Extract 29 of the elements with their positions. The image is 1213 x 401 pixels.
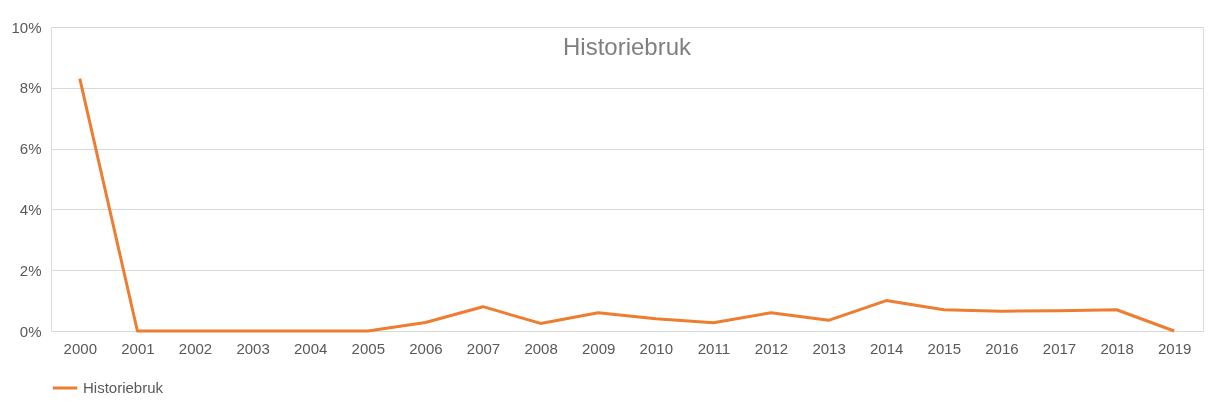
line-series <box>78 77 1176 333</box>
x-tick-label: 2016 <box>985 339 1019 357</box>
y-tick-label: 0% <box>19 322 42 340</box>
x-tick-label: 2019 <box>1158 339 1192 357</box>
x-tick-label: 2014 <box>870 339 904 357</box>
x-tick-label: 2002 <box>178 339 213 357</box>
x-tick-label: 2012 <box>754 339 789 357</box>
x-tick-label: 2003 <box>236 339 270 357</box>
x-tick-label: 2013 <box>812 339 846 357</box>
x-tick-label: 2018 <box>1100 339 1134 357</box>
legend-label: Historiebruk <box>83 379 164 396</box>
y-tick-label: 10% <box>11 18 42 36</box>
x-tick-label: 2007 <box>466 339 501 357</box>
x-tick-label: 2010 <box>639 339 673 357</box>
x-tick-label: 2001 <box>121 339 155 357</box>
y-tick-label: 4% <box>19 200 42 218</box>
y-tick-label: 8% <box>19 79 42 97</box>
y-tick-label: 2% <box>19 261 42 279</box>
x-tick-label: 2009 <box>582 339 616 357</box>
x-tick-label: 2008 <box>524 339 558 357</box>
x-tick-label: 2005 <box>351 339 385 357</box>
y-tick-label: 6% <box>19 140 42 158</box>
x-tick-label: 2004 <box>294 339 328 357</box>
x-tick-label: 2000 <box>63 339 97 357</box>
x-tick-label: 2017 <box>1042 339 1077 357</box>
x-tick-label: 2011 <box>697 339 731 357</box>
x-tick-label: 2015 <box>927 339 961 357</box>
x-tick-label: 2006 <box>409 339 443 357</box>
chart-title: Historiebruk <box>562 33 693 60</box>
